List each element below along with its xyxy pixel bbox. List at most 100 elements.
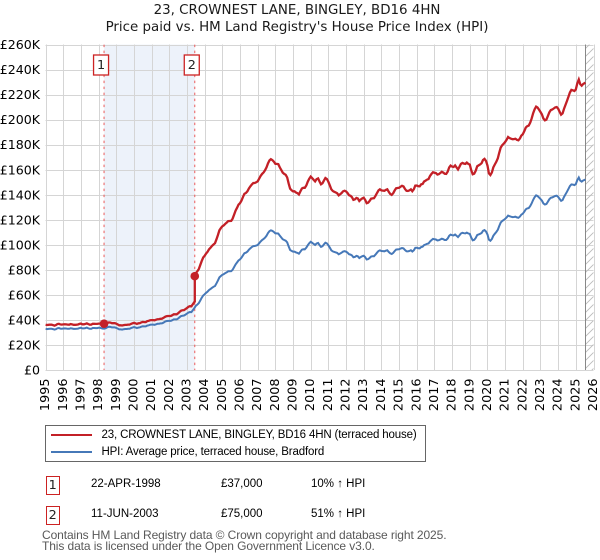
chart-legend: 23, CROWNEST LANE, BINGLEY, BD16 4HN (te…: [45, 425, 426, 462]
footer-line1: Contains HM Land Registry data © Crown c…: [42, 528, 447, 542]
y-tick-label-£200K: £200K: [0, 112, 41, 127]
between-sales-band: [104, 44, 195, 370]
sale-annotation-1: 1 22-APR-1998 £37,000 10% ↑ HPI: [0, 475, 600, 495]
hatch-line: [585, 143, 594, 153]
hatch-line: [585, 303, 594, 313]
chart-title-line1: 23, CROWNEST LANE, BINGLEY, BD16 4HN: [153, 3, 441, 18]
hatch-line: [585, 191, 594, 201]
hatch-line: [585, 343, 594, 353]
y-tick-label-£260K: £260K: [0, 37, 41, 52]
sale-1-number-box: 1: [45, 475, 60, 495]
x-tick-label-2022: 2022: [515, 379, 530, 412]
x-tick-label-2021: 2021: [498, 379, 513, 412]
x-tick-label-2004: 2004: [197, 379, 212, 412]
x-tick-label-2019: 2019: [462, 379, 477, 412]
series-line-price-paid: [45, 75, 587, 327]
y-tick-label-£220K: £220K: [0, 87, 41, 102]
chart-title-line2: Price paid vs. HM Land Registry's House …: [105, 20, 489, 35]
x-tick-label-2014: 2014: [374, 379, 389, 412]
hatch-line: [585, 335, 594, 345]
x-tick-label-2025: 2025: [568, 379, 583, 412]
sale-2-price: £75,000: [221, 507, 263, 520]
hatch-line: [585, 135, 594, 145]
hatch-line: [585, 87, 594, 97]
series-line-hpi: [45, 175, 586, 331]
legend-line-sample-blue: [50, 450, 92, 453]
hatch-line: [585, 111, 594, 121]
hatch-line: [585, 295, 594, 305]
x-tick-label-2005: 2005: [215, 379, 230, 412]
x-tick-label-2008: 2008: [268, 379, 283, 412]
hatch-line: [585, 319, 594, 329]
sale-1-vs-hpi: 10% ↑ HPI: [311, 477, 366, 490]
x-tick-label-2011: 2011: [321, 379, 336, 412]
sale-1-label-number: 1: [97, 58, 105, 73]
hatch-line: [585, 159, 594, 169]
x-tick-label-1997: 1997: [73, 379, 88, 412]
x-tick-label-2016: 2016: [409, 379, 424, 412]
x-tick-label-2012: 2012: [339, 379, 354, 412]
y-tick-label-£240K: £240K: [0, 62, 41, 77]
x-tick-label-2026: 2026: [586, 379, 600, 412]
x-tick-label-2000: 2000: [126, 379, 141, 412]
y-tick-label-£0: £0: [24, 363, 40, 378]
hatch-line: [585, 271, 594, 281]
hatch-line: [585, 359, 594, 369]
y-tick-label-£20K: £20K: [8, 337, 41, 352]
y-tick-label-£60K: £60K: [8, 287, 41, 302]
legend-item-price-paid: 23, CROWNEST LANE, BINGLEY, BD16 4HN (te…: [46, 426, 417, 443]
x-tick-label-2006: 2006: [233, 379, 248, 412]
hatch-line: [585, 127, 594, 137]
y-tick-label-£100K: £100K: [0, 237, 41, 252]
legend-item-hpi: HPI: Average price, terraced house, Brad…: [46, 443, 324, 460]
x-tick-label-2007: 2007: [250, 379, 265, 412]
y-tick-label-£160K: £160K: [0, 162, 41, 177]
x-tick-label-1995: 1995: [38, 379, 53, 412]
legend-label: HPI: Average price, terraced house, Brad…: [101, 445, 325, 458]
hatch-line: [585, 215, 594, 225]
sale-2-label-box: [183, 54, 200, 76]
legend-label: 23, CROWNEST LANE, BINGLEY, BD16 4HN (te…: [101, 428, 417, 441]
hatch-line: [585, 71, 594, 81]
x-tick-label-2024: 2024: [551, 379, 566, 412]
hatch-line: [585, 287, 594, 297]
x-tick-label-2009: 2009: [286, 379, 301, 412]
sale-2-marker: [190, 271, 200, 281]
hatch-line: [585, 44, 591, 49]
sale-2-label-number: 2: [188, 58, 196, 73]
hatch-line: [585, 207, 594, 217]
chart-title: 23, CROWNEST LANE, BINGLEY, BD16 4HN Pri…: [0, 0, 594, 36]
x-tick-label-2010: 2010: [303, 379, 318, 412]
price-chart: 1 2 £0 £20K £40K £60K £80K £100K £120K £140K £160K…: [0, 27, 600, 412]
hatch-line: [585, 311, 594, 321]
sale-1-label-box: [92, 54, 110, 76]
x-tick-label-1998: 1998: [91, 379, 106, 412]
hatch-line: [591, 367, 594, 370]
legend-line-sample-red: [50, 433, 92, 436]
x-tick-label-2023: 2023: [533, 379, 548, 412]
x-tick-label-2017: 2017: [427, 379, 442, 412]
hatch-line: [585, 239, 594, 249]
y-tick-label-£40K: £40K: [8, 312, 41, 327]
hatch-line: [585, 95, 594, 105]
hatch-line: [585, 63, 594, 73]
x-tick-label-2001: 2001: [144, 379, 159, 412]
hatch-line: [585, 55, 594, 65]
y-tick-label-£120K: £120K: [0, 212, 41, 227]
sale-1-date: 22-APR-1998: [91, 477, 161, 490]
hatch-line: [585, 255, 594, 265]
x-tick-label-2013: 2013: [356, 379, 371, 412]
hatch-line: [585, 183, 594, 193]
hatch-line: [585, 27, 599, 41]
sale-annotation-2: 2 11-JUN-2003 £75,000 51% ↑ HPI: [0, 505, 600, 525]
hatch-line: [585, 351, 594, 361]
hatch-line: [585, 223, 594, 233]
hatch-line: [585, 119, 594, 129]
hatch-line: [585, 103, 594, 113]
hatch-line: [585, 151, 594, 161]
y-tick-label-£140K: £140K: [0, 187, 41, 202]
hatch-line: [585, 247, 594, 257]
hatch-line: [585, 175, 594, 185]
x-tick-label-2015: 2015: [392, 379, 407, 412]
sale-2-vs-hpi: 51% ↑ HPI: [311, 507, 366, 520]
